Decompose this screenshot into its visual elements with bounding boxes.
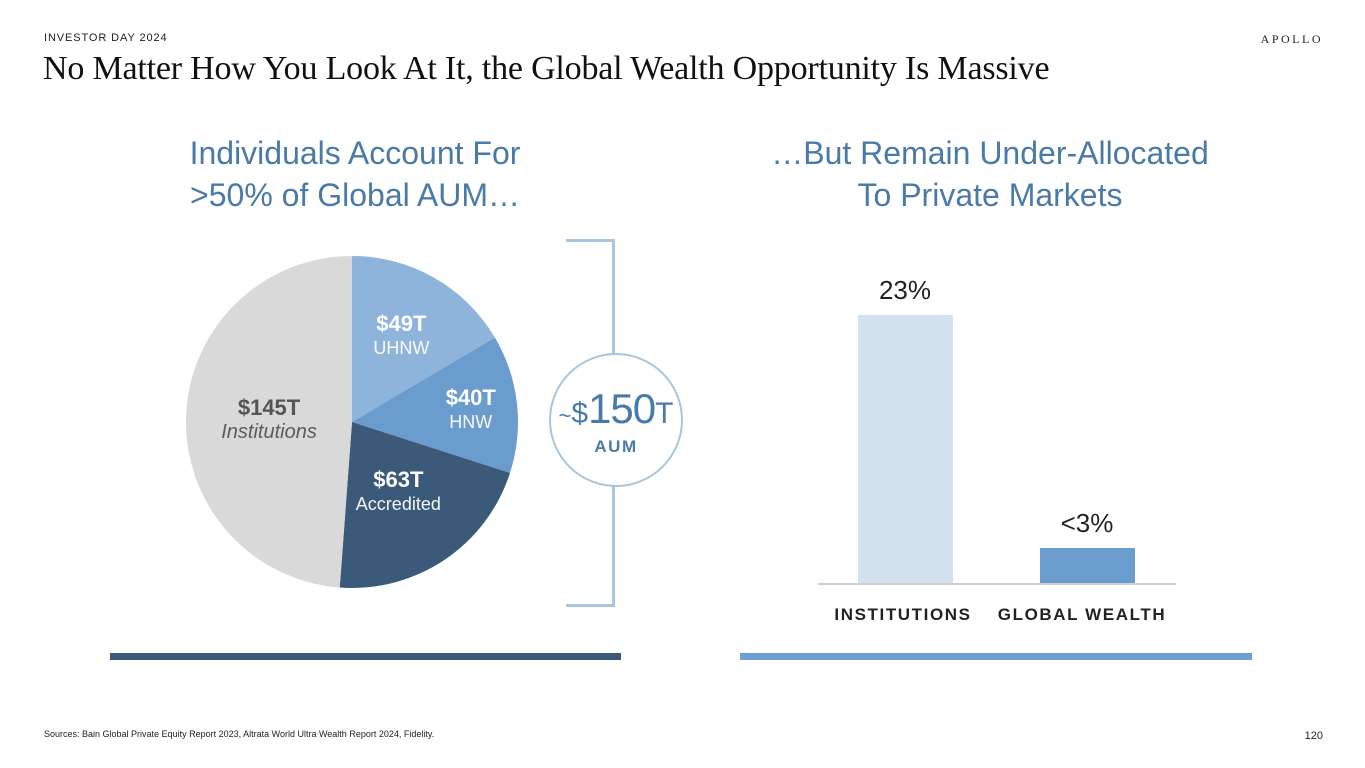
total-aum-callout: ~$150T AUM [549, 353, 683, 487]
pie-category-label: UHNW [373, 338, 430, 359]
right-subhead-line-2: To Private Markets [857, 177, 1123, 213]
pie-label-accredited: $63T Accredited [356, 467, 441, 515]
page-number: 120 [1304, 730, 1323, 742]
approx-symbol: ~ [558, 403, 572, 428]
bar-global-wealth [1039, 548, 1135, 583]
pie-label-uhnw: $49T UHNW [373, 311, 429, 359]
total-aum-label: AUM [594, 437, 638, 456]
bar-value-label: <3% [1060, 508, 1114, 539]
right-subhead: …But Remain Under-Allocated To Private M… [720, 132, 1260, 216]
pie-slice-hnw [352, 337, 518, 473]
pie-value-label: $145T [237, 394, 301, 420]
total-aum-value: ~$150T [551, 385, 681, 433]
bar-institutions [857, 315, 953, 583]
bar-chart-baseline [818, 583, 1176, 585]
page-title: No Matter How You Look At It, the Global… [43, 50, 1050, 87]
pie-label-institutions: $145T Institutions [221, 395, 317, 443]
pie-category-label: Institutions [221, 420, 317, 443]
left-subhead-line-2: >50% of Global AUM… [190, 177, 520, 213]
left-accent-rule [110, 653, 621, 660]
pie-category-label: HNW [449, 411, 493, 432]
pie-slice-accredited [339, 422, 510, 588]
pie-value-label: $63T [373, 466, 424, 492]
bracket-bottom [566, 604, 614, 607]
right-subhead-line-1: …But Remain Under-Allocated [771, 135, 1209, 171]
bar-value-label: 23% [878, 275, 932, 305]
right-accent-rule [740, 653, 1252, 660]
bracket-top [566, 239, 614, 242]
currency-symbol: $ [571, 397, 589, 430]
pie-category-label: Accredited [355, 493, 441, 514]
total-aum-unit: T [655, 397, 674, 430]
bar-category-label: GLOBAL WEALTH [997, 605, 1167, 624]
pie-value-label: $40T [445, 384, 496, 410]
sources-footnote: Sources: Bain Global Private Equity Repo… [44, 729, 435, 739]
pie-slice-institutions [186, 256, 352, 588]
pie-label-hnw: $40T HNW [446, 385, 496, 433]
brand-logo-text: APOLLO [1260, 32, 1323, 46]
total-aum-number: 150 [588, 385, 656, 432]
pie-slice-uhnw [352, 256, 495, 422]
left-subhead: Individuals Account For >50% of Global A… [140, 132, 570, 216]
bar-category-label: INSTITUTIONS [834, 605, 972, 624]
pie-value-label: $49T [376, 311, 427, 337]
left-subhead-line-1: Individuals Account For [189, 135, 521, 171]
eyebrow-label: INVESTOR DAY 2024 [44, 32, 168, 44]
